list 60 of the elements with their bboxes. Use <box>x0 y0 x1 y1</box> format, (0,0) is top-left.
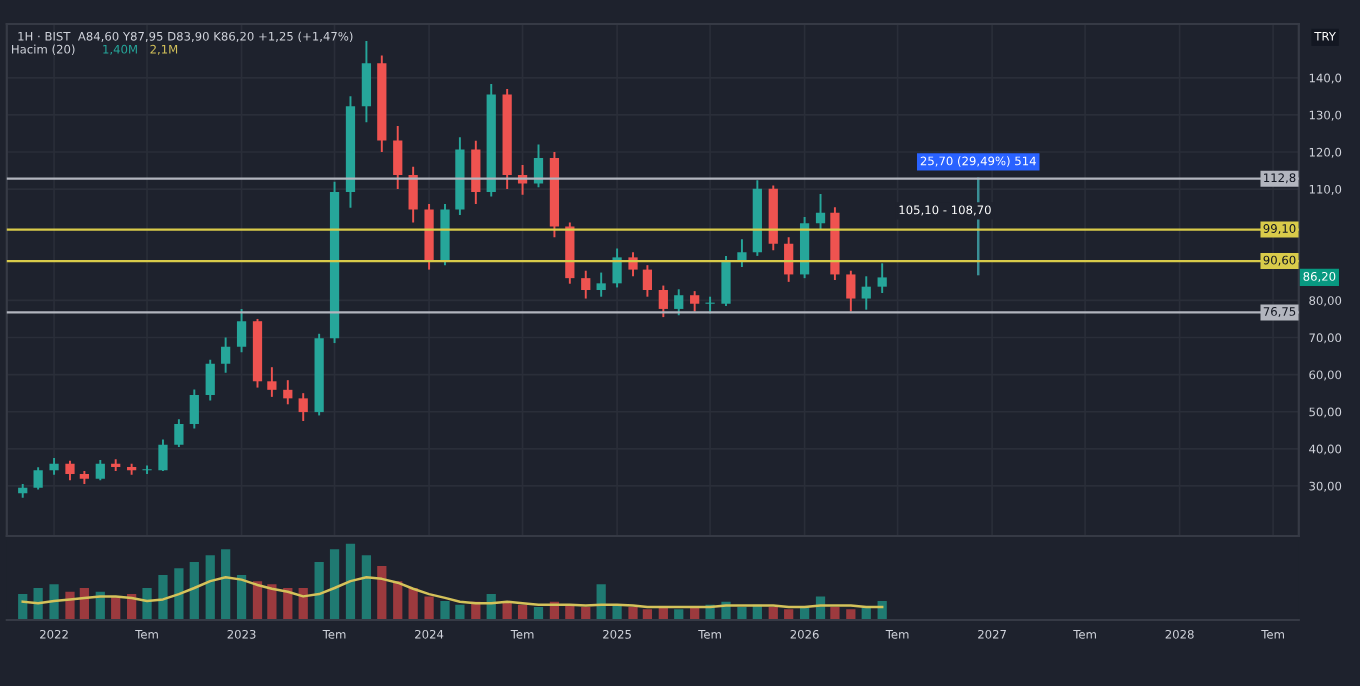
bar <box>737 607 747 620</box>
candlestick <box>471 139 481 205</box>
bar <box>174 568 184 620</box>
candlestick <box>221 336 231 374</box>
candlestick <box>95 458 105 482</box>
bar <box>455 604 465 620</box>
candlestick <box>846 269 856 313</box>
bar <box>49 584 59 620</box>
bar <box>267 584 277 620</box>
bar <box>440 600 450 620</box>
candlestick <box>65 459 75 482</box>
bar <box>345 543 356 620</box>
candlestick <box>267 366 277 398</box>
bar <box>205 555 215 620</box>
candlestick <box>674 288 684 317</box>
candlestick <box>861 275 871 311</box>
bar <box>189 562 199 620</box>
candlestick <box>205 358 215 402</box>
bar <box>314 562 324 620</box>
bar <box>784 609 794 620</box>
candlestick <box>533 143 544 189</box>
candlestick <box>877 262 887 294</box>
bar <box>65 591 75 620</box>
bar <box>596 584 606 620</box>
candlestick <box>298 392 308 422</box>
candlestick <box>642 264 653 298</box>
bar <box>142 588 152 620</box>
bar <box>612 604 622 620</box>
candlestick <box>690 290 700 313</box>
candlestick <box>612 247 622 289</box>
candlestick <box>174 418 184 448</box>
candlestick <box>33 466 43 491</box>
candlestick <box>721 254 731 307</box>
candlestick <box>158 438 168 473</box>
candlestick <box>189 388 199 430</box>
bar <box>581 607 591 620</box>
bar <box>830 607 840 620</box>
bar <box>642 609 653 620</box>
bar <box>533 607 544 620</box>
candlestick <box>393 125 403 191</box>
bar <box>768 607 778 620</box>
candlestick <box>408 165 418 224</box>
candlestick <box>361 40 372 124</box>
bar <box>221 549 231 620</box>
bar <box>329 549 340 620</box>
candlestick <box>737 238 747 268</box>
bar <box>361 555 372 620</box>
bar <box>628 607 638 620</box>
bar <box>846 609 856 620</box>
bar <box>674 609 684 620</box>
candlestick <box>596 271 606 298</box>
bar <box>424 596 434 620</box>
candlestick <box>283 379 293 406</box>
bar <box>236 575 247 620</box>
candlestick <box>815 192 826 231</box>
candlestick <box>236 307 247 354</box>
bar <box>377 565 387 620</box>
candlestick <box>658 284 668 319</box>
bar <box>158 575 168 620</box>
candlestick <box>581 269 591 300</box>
